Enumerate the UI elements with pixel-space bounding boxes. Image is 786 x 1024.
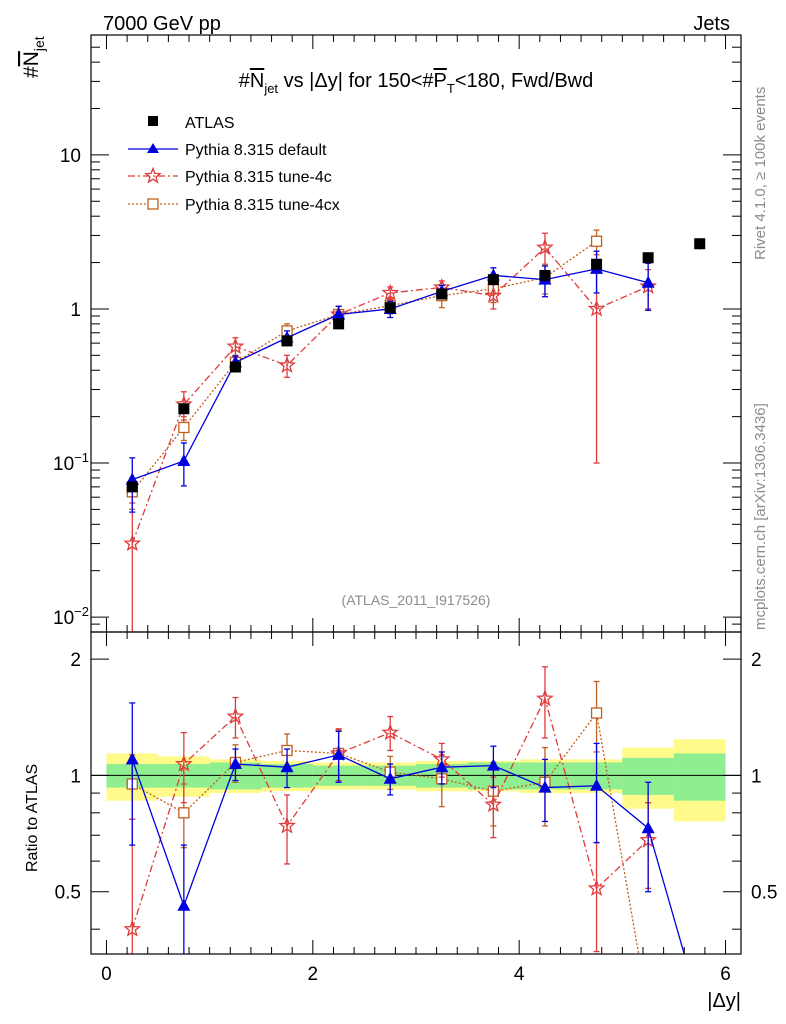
point-blue: [641, 275, 655, 288]
upper-y-tick-label: 10−1: [53, 450, 89, 475]
ratio-band-inner: [673, 753, 726, 801]
ratio-clipped-group: [123, 666, 685, 954]
point-red: [381, 283, 400, 301]
point-data: [591, 258, 603, 270]
legend-marker-atlas: [148, 116, 158, 126]
analysis-tag: (ATLAS_2011_I917526): [342, 592, 491, 608]
legend-marker-tune4cx: [147, 198, 159, 210]
legend: ATLAS Pythia 8.315 default Pythia 8.315 …: [128, 115, 340, 214]
ratio-point-blue: [228, 757, 242, 770]
ratio-y-tick-label-right: 0.5: [751, 883, 777, 904]
upper-y-tick-label: 10: [60, 146, 81, 167]
upper-y-tick-label: 1: [70, 300, 81, 321]
ratio-point-blue: [590, 778, 604, 791]
series-red: [123, 232, 658, 632]
legend-marker-default: [147, 143, 159, 153]
legend-label-tune4c: Pythia 8.315 tune-4c: [185, 169, 332, 186]
legend-label-default: Pythia 8.315 default: [185, 142, 327, 159]
legend-marker-tune4c: [144, 166, 162, 184]
ratio-y-tick-label-right: 2: [751, 650, 762, 671]
header-right: Jets: [693, 13, 730, 35]
ratio-bands: [106, 739, 726, 822]
ratio-point-red: [123, 919, 142, 937]
point-orange: [590, 235, 603, 247]
series-orange: [126, 229, 603, 511]
ratio-point-red: [587, 879, 606, 896]
point-red: [278, 356, 296, 373]
ratio-line-blue: [131, 754, 685, 954]
legend-label-atlas: ATLAS: [185, 115, 235, 132]
point-data: [333, 318, 345, 330]
ratio-axis-ticks: [91, 632, 741, 954]
point-data: [642, 252, 654, 264]
point-data: [384, 302, 396, 314]
series-line-orange: [131, 240, 597, 493]
ratio-point-blue: [177, 898, 191, 911]
ratio-point-red: [174, 754, 193, 772]
x-tick-label: 4: [514, 964, 525, 985]
x-axis-label: |Δy|: [707, 990, 741, 1012]
point-red: [226, 337, 245, 355]
point-data: [229, 361, 241, 373]
y-axis-label: #Njet: [20, 36, 47, 78]
point-data: [694, 238, 706, 250]
ratio-y-axis-label: Ratio to ATLAS: [24, 764, 41, 872]
upper-series: [123, 229, 706, 632]
ratio-series: [123, 666, 685, 954]
ratio-y-tick-label-left: 0.5: [55, 883, 81, 904]
mcplots-label: mcplots.cern.ch [arXiv:1306.3436]: [752, 403, 769, 630]
upper-axis-ticks: [91, 34, 741, 633]
series-data: [126, 238, 706, 493]
ratio-point-red: [278, 816, 296, 834]
ratio-y-tick-label-left: 1: [70, 766, 81, 787]
point-blue: [177, 454, 191, 467]
x-tick-labels: 0 2 4 6: [101, 964, 731, 985]
ratio-point-blue: [280, 760, 294, 773]
ratio-point-blue: [435, 760, 449, 773]
ratio-point-blue: [641, 821, 655, 834]
point-blue: [332, 307, 346, 320]
point-red: [587, 299, 606, 317]
header-left: 7000 GeV pp: [103, 13, 221, 35]
point-red: [536, 238, 554, 256]
plot-title: #Njet vs |Δy| for 150<#PT<180, Fwd/Bwd: [239, 70, 594, 96]
point-data: [539, 269, 551, 281]
ratio-point-blue: [125, 752, 139, 765]
ratio-line-orange: [131, 711, 640, 954]
ratio-point-blue: [332, 747, 346, 760]
point-red: [484, 286, 503, 304]
x-tick-label: 0: [101, 964, 112, 985]
ratio-series-red: [123, 666, 658, 954]
ratio-point-blue: [486, 758, 500, 771]
ratio-point-blue: [383, 771, 397, 784]
upper-y-tick-labels: 10−2 10−1 1 10: [53, 146, 89, 629]
legend-label-tune4cx: Pythia 8.315 tune-4cx: [185, 197, 340, 214]
point-data: [178, 403, 190, 415]
ratio-series-blue: [125, 702, 685, 954]
ratio-point-orange: [590, 707, 603, 719]
point-red: [123, 534, 142, 552]
rivet-label: Rivet 4.1.0, ≥ 100k events: [752, 87, 769, 260]
upper-y-tick-label: 10−2: [53, 604, 89, 629]
point-data: [487, 274, 499, 286]
ratio-y-tick-label-right: 1: [751, 766, 762, 787]
point-data: [281, 335, 293, 347]
ratio-y-tick-labels: 0.5 0.5 1 1 2 2: [55, 650, 778, 904]
ratio-point-red: [536, 689, 554, 707]
ratio-point-red: [226, 707, 245, 725]
ratio-point-orange: [178, 807, 190, 819]
point-data: [126, 481, 138, 493]
x-tick-label: 2: [308, 964, 319, 985]
point-data: [436, 288, 448, 300]
point-orange: [178, 421, 190, 434]
x-tick-label: 6: [720, 964, 731, 985]
ratio-point-red: [381, 723, 400, 741]
ratio-y-tick-label-left: 2: [70, 650, 81, 671]
ratio-point-blue: [538, 780, 552, 793]
ratio-point-red: [484, 795, 503, 813]
